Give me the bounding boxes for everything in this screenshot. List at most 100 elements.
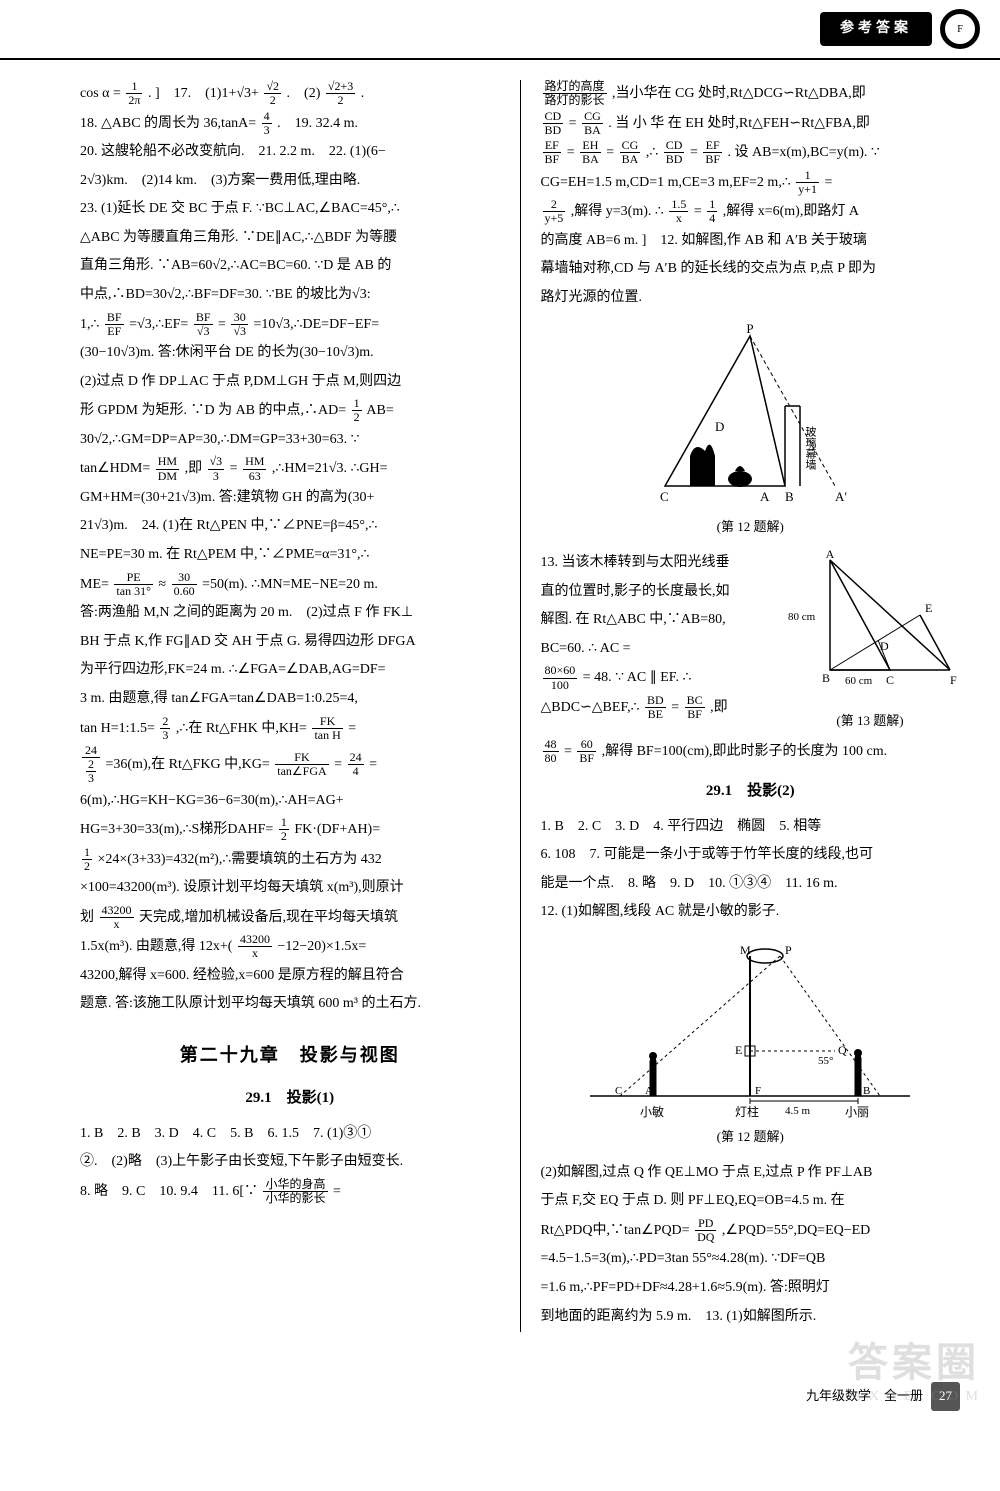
t: ×24×(3+33)=432(m²),∴需要填筑的土石方为 432: [98, 852, 382, 867]
fraction: 小华的身高小华的影长: [263, 1178, 327, 1205]
t: ,当小华在 CG 处时,Rt△DCG∽Rt△DBA,即: [612, 86, 866, 101]
t: cos α =: [80, 86, 121, 101]
t: 18. △ABC 的周长为 36,tanA=: [80, 115, 256, 130]
svg-text:B: B: [785, 489, 794, 504]
fraction: HMDM: [156, 455, 179, 482]
fraction: HM63: [243, 455, 266, 482]
t: =: [369, 757, 377, 772]
text-row: 划 43200x 天完成,增加机械设备后,现在平均每天填筑: [80, 904, 500, 932]
svg-text:80 cm: 80 cm: [788, 611, 816, 623]
text-row: ②. (2)略 (3)上午影子由长变短,下午影子由短变长.: [80, 1149, 500, 1176]
svg-text:C: C: [886, 673, 894, 687]
fraction: CGBA: [582, 110, 603, 137]
svg-text:玻璃幕墙: 玻璃幕墙: [804, 426, 817, 471]
fraction: 12: [82, 846, 92, 873]
text-row: (30−10√3)m. 答:休闲平台 DE 的长为(30−10√3)m.: [80, 340, 500, 367]
text-row: EFBF = EHBA = CGBA ,∴ CDBD = EFBF . 设 AB…: [541, 139, 961, 167]
text-row: 1.5x(m³). 由题意,得 12x+( 43200x −12−20)×1.5…: [80, 933, 500, 961]
t: HG=3+30=33(m),∴S梯形DAHF=: [80, 822, 273, 837]
fraction: BFEF: [105, 311, 124, 338]
svg-text:B: B: [863, 1085, 870, 1097]
fraction: 14: [707, 198, 717, 225]
svg-text:F: F: [755, 1085, 761, 1097]
fraction: FKtan∠FGA: [275, 751, 328, 778]
t: ,∴在 Rt△FHK 中,KH=: [176, 720, 307, 735]
figure-caption: (第 12 题解): [541, 1125, 961, 1150]
t: 天完成,增加机械设备后,现在平均每天填筑: [139, 910, 398, 925]
fraction: 1.5x: [669, 198, 688, 225]
text-row: 为平行四边形,FK=24 m. ∴∠FGA=∠DAB,AG=DF=: [80, 657, 500, 684]
svg-text:4.5 m: 4.5 m: [785, 1105, 811, 1117]
header-circle-icon: F: [940, 9, 980, 49]
text-row: 12. (1)如解图,线段 AC 就是小敏的影子.: [541, 899, 961, 926]
text-row: 于点 F,交 EQ 于点 D. 则 PF⊥EQ,EQ=OB=4.5 m. 在: [541, 1188, 961, 1215]
text-row: ×100=43200(m³). 设原计划平均每天填筑 x(m³),则原计: [80, 875, 500, 902]
text-row: 2√3)km. (2)14 km. (3)方案一费用低,理由略.: [80, 168, 500, 195]
text-row: 2y+5 ,解得 y=3(m). ∴ 1.5x = 14 ,解得 x=6(m),…: [541, 198, 961, 226]
text-row: CG=EH=1.5 m,CD=1 m,CE=3 m,EF=2 m,∴ 1y+1 …: [541, 169, 961, 197]
fraction: CDBD: [664, 139, 685, 166]
main-content: cos α = 12π . ] 17. (1)1+√3+ √22 . (2) √…: [0, 80, 1000, 1372]
text-row: 30√2,∴GM=DP=AP=30,∴DM=GP=33+30=63. ∵: [80, 427, 500, 454]
text-row: 12 ×24×(3+33)=432(m²),∴需要填筑的土石方为 432: [80, 846, 500, 874]
t: =: [606, 145, 614, 160]
t: tan H=1:1.5=: [80, 720, 155, 735]
t: =: [334, 757, 342, 772]
t: AB=: [366, 403, 393, 418]
watermark-sub: M X Q E . C O M: [849, 1384, 980, 1411]
figure-12b-svg: M P E Q A B C F 55° 小敏 灯柱 小丽 4.5 m: [580, 936, 920, 1121]
fraction: BCBF: [685, 694, 705, 721]
chapter-title: 第二十九章 投影与视图: [80, 1038, 500, 1072]
text-row: 形 GPDM 为矩形. ∵D 为 AB 的中点,∴AD= 12 AB=: [80, 397, 500, 425]
text-row: 23. (1)延长 DE 交 BC 于点 F. ∵BC⊥AC,∠BAC=45°,…: [80, 196, 500, 223]
t: CG=EH=1.5 m,CD=1 m,CE=3 m,EF=2 m,∴: [541, 174, 791, 189]
t: tan∠HDM=: [80, 461, 150, 476]
fraction: 1y+1: [796, 169, 819, 196]
t: . 当 小 华 在 EH 处时,Rt△FEH∽Rt△FBA,即: [608, 115, 870, 130]
text-row: 6. 108 7. 可能是一条小于或等于竹竿长度的线段,也可: [541, 842, 961, 869]
figure-13-svg: A B C D E F 80 cm 60 cm: [780, 550, 960, 705]
text-row: 18. △ABC 的周长为 36,tanA= 43 . 19. 32.4 m.: [80, 110, 500, 138]
header-badge: 参考答案: [820, 12, 932, 47]
text-row: 幕墙轴对称,CD 与 A′B 的延长线的交点为点 P,点 P 即为: [541, 256, 961, 283]
text-row: 20. 这艘轮船不必改变航向. 21. 2.2 m. 22. (1)(6−: [80, 139, 500, 166]
t: =: [218, 316, 226, 331]
svg-text:A: A: [760, 489, 770, 504]
text-row: 3 m. 由题意,得 tan∠FGA=tan∠DAB=1:0.25=4,: [80, 686, 500, 713]
text-row: =4.5−1.5=3(m),∴PD=3tan 55°≈4.28(m). ∵DF=…: [541, 1246, 961, 1273]
t: . 19. 32.4 m.: [277, 115, 358, 130]
svg-text:60 cm: 60 cm: [845, 675, 873, 687]
text-row: 1. B 2. B 3. D 4. C 5. B 6. 1.5 7. (1)③①: [80, 1121, 500, 1148]
t: △BDC∽△BEF,∴: [541, 700, 640, 715]
svg-text:55°: 55°: [818, 1055, 833, 1067]
t: ,解得 y=3(m). ∴: [571, 204, 664, 219]
text-row: 1,∴ BFEF =√3,∴EF= BF√3 = 30√3 =10√3,∴DE=…: [80, 311, 500, 339]
t: =: [690, 145, 698, 160]
column-divider: [520, 80, 521, 1332]
t: 划: [80, 910, 94, 925]
svg-text:D: D: [715, 419, 724, 434]
fraction: 23: [160, 715, 170, 742]
fraction: PEtan 31°: [114, 571, 152, 598]
nested-fraction: 24 23: [82, 744, 100, 786]
t: ,∴: [646, 145, 658, 160]
t: BC=60. ∴ AC =: [541, 641, 631, 656]
fraction: 80×60100: [543, 664, 578, 691]
t: ,∴HM=21√3. ∴GH=: [272, 461, 388, 476]
text-row: 答:两渔船 M,N 之间的距离为 20 m. (2)过点 F 作 FK⊥: [80, 600, 500, 627]
text-row: △ABC 为等腰直角三角形. ∵DE∥AC,∴△BDF 为等腰: [80, 225, 500, 252]
t: ,∠PQD=55°,DQ=EQ−ED: [722, 1223, 870, 1238]
fraction: 244: [348, 751, 364, 778]
fraction: 12π: [126, 80, 142, 107]
svg-text:F: F: [950, 673, 957, 687]
fraction: EFBF: [703, 139, 722, 166]
text-row: 43200,解得 x=600. 经检验,x=600 是原方程的解且符合: [80, 963, 500, 990]
t: . ] 17. (1)1+√3+: [148, 86, 259, 101]
t: ,即: [185, 461, 203, 476]
fraction: 2y+5: [543, 198, 566, 225]
text-row: 4880 = 60BF ,解得 BF=100(cm),即此时影子的长度为 100…: [541, 738, 961, 766]
section-title: 29.1 投影(1): [80, 1084, 500, 1113]
fraction: BDBE: [645, 694, 666, 721]
fraction: 43200x: [238, 933, 272, 960]
figure-12b: M P E Q A B C F 55° 小敏 灯柱 小丽 4.5 m (第 12…: [541, 936, 961, 1150]
